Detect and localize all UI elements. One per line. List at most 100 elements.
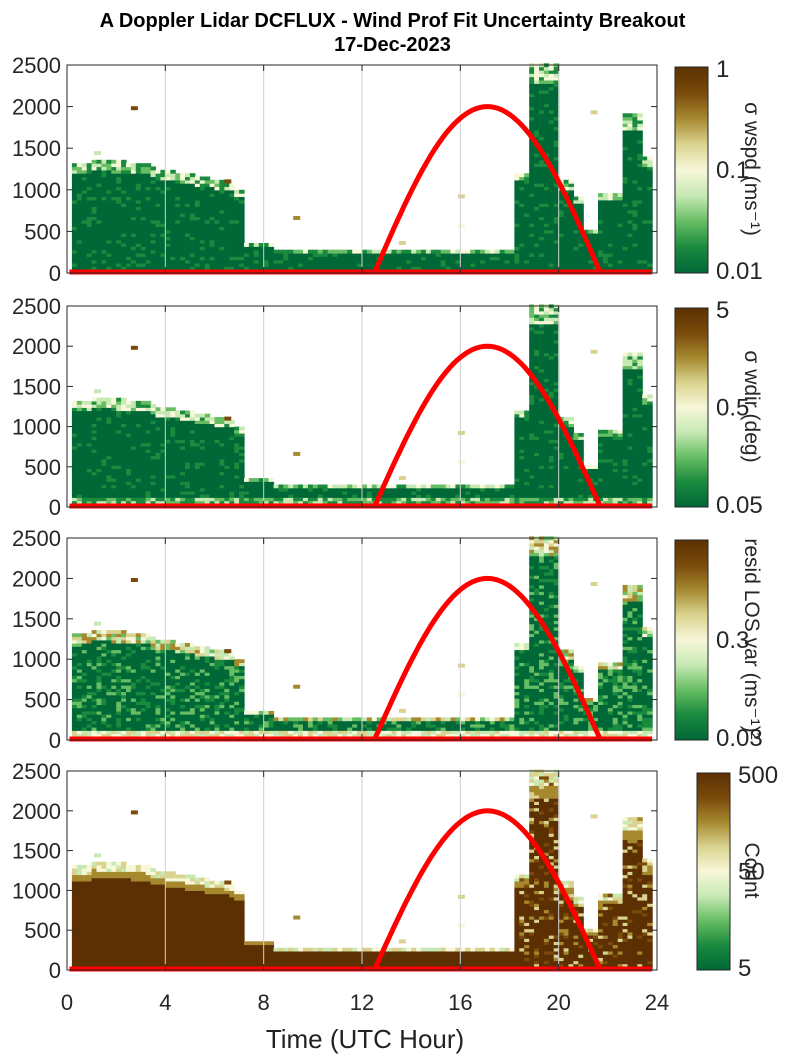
heatmap-cell <box>204 236 211 241</box>
heatmap-cell <box>91 410 98 415</box>
heatmap-cell <box>543 352 550 357</box>
heatmap-cell <box>622 442 629 447</box>
heatmap-cell <box>140 417 147 421</box>
heatmap-cell <box>578 487 584 492</box>
heatmap-cell <box>219 256 225 261</box>
heatmap-cell <box>317 490 324 495</box>
heatmap-cell <box>647 206 653 211</box>
heatmap-cell <box>622 368 629 373</box>
heatmap-cell <box>175 445 181 450</box>
heatmap-cell <box>130 439 137 444</box>
heatmap-cell <box>627 352 633 357</box>
heatmap-cell <box>322 256 329 261</box>
heatmap-cell <box>568 183 574 187</box>
heatmap-cell <box>101 163 107 168</box>
heatmap-cell <box>229 487 235 492</box>
heatmap-cell <box>539 206 545 211</box>
heatmap-cell <box>371 497 378 502</box>
heatmap-cell <box>121 471 127 476</box>
heatmap-cell <box>219 186 225 191</box>
heatmap-cell <box>425 490 432 495</box>
heatmap-cell <box>534 343 540 347</box>
heatmap-cell <box>185 487 191 492</box>
heatmap-cell <box>229 209 235 214</box>
heatmap-cell <box>150 413 157 418</box>
heatmap-cell <box>558 263 565 267</box>
heatmap-cell <box>543 253 550 257</box>
heatmap-cell <box>632 133 638 138</box>
heatmap-cell <box>529 323 535 328</box>
heatmap-cell <box>180 236 186 241</box>
heatmap-cell <box>185 226 191 231</box>
heatmap-cell <box>160 500 166 505</box>
heatmap-cell <box>81 474 88 479</box>
heatmap-cell <box>553 149 560 154</box>
heatmap-cell <box>130 189 137 194</box>
heatmap-cell <box>175 176 181 181</box>
heatmap-cell <box>86 452 93 457</box>
heatmap-cell <box>130 239 137 244</box>
heatmap-cell <box>337 494 343 498</box>
heatmap-cell <box>622 471 629 476</box>
heatmap-cell <box>116 439 122 444</box>
heatmap-cell <box>126 462 132 466</box>
heatmap-cell <box>499 500 506 505</box>
heatmap-cell <box>170 226 176 231</box>
heatmap-cell <box>539 263 545 267</box>
heatmap-cell <box>101 236 107 241</box>
heatmap-cell <box>106 259 112 264</box>
heatmap-cell <box>126 487 132 492</box>
heatmap-cell <box>534 223 540 227</box>
heatmap-cell <box>534 455 540 460</box>
heatmap-cell <box>160 436 166 440</box>
heatmap-cell <box>76 213 83 217</box>
heatmap-cell <box>130 445 137 450</box>
heatmap-cell <box>180 223 186 227</box>
heatmap-cell <box>194 236 201 241</box>
heatmap-cell <box>553 246 560 251</box>
heatmap-cell <box>642 219 648 224</box>
heatmap-cell <box>121 439 127 444</box>
heatmap-cell <box>224 229 230 234</box>
heatmap-cell <box>563 487 570 492</box>
heatmap-cell <box>617 468 624 473</box>
heatmap-cell <box>529 146 535 151</box>
heatmap-cell <box>121 233 127 237</box>
heatmap-cell <box>435 494 442 498</box>
heatmap-cell <box>558 219 565 224</box>
heatmap-cell <box>543 465 550 469</box>
heatmap-cell <box>307 500 314 505</box>
heatmap-cell <box>632 429 638 434</box>
heatmap-cell <box>553 166 560 171</box>
heatmap-cell <box>312 256 319 261</box>
heatmap-cell <box>524 239 530 244</box>
heatmap-cell <box>632 183 638 187</box>
heatmap-cell <box>607 445 614 450</box>
heatmap-cell <box>632 381 638 386</box>
heatmap-cell <box>484 256 491 261</box>
heatmap-cell <box>529 320 535 325</box>
heatmap-cell <box>347 259 353 264</box>
heatmap-cell <box>180 176 186 181</box>
heatmap-cell <box>214 183 220 187</box>
heatmap-cell <box>175 199 181 204</box>
heatmap-cell <box>548 66 555 71</box>
heatmap-cell <box>101 474 107 479</box>
heatmap-cell <box>430 484 437 489</box>
heatmap-cell <box>145 169 152 174</box>
heatmap-cell <box>514 417 520 421</box>
heatmap-cell <box>140 442 147 447</box>
heatmap-cell <box>401 487 407 492</box>
heatmap-cell <box>602 481 609 486</box>
heatmap-cell <box>86 263 93 267</box>
heatmap-cell <box>430 494 437 498</box>
heatmap-cell <box>307 484 314 489</box>
heatmap-cell <box>519 196 525 201</box>
heatmap-cell <box>578 266 584 271</box>
heatmap-cell <box>607 494 614 498</box>
heatmap-cell <box>185 445 191 450</box>
heatmap-cell <box>637 143 643 148</box>
heatmap-cell <box>381 259 388 264</box>
heatmap-cell <box>204 439 211 444</box>
heatmap-cell <box>76 229 83 234</box>
